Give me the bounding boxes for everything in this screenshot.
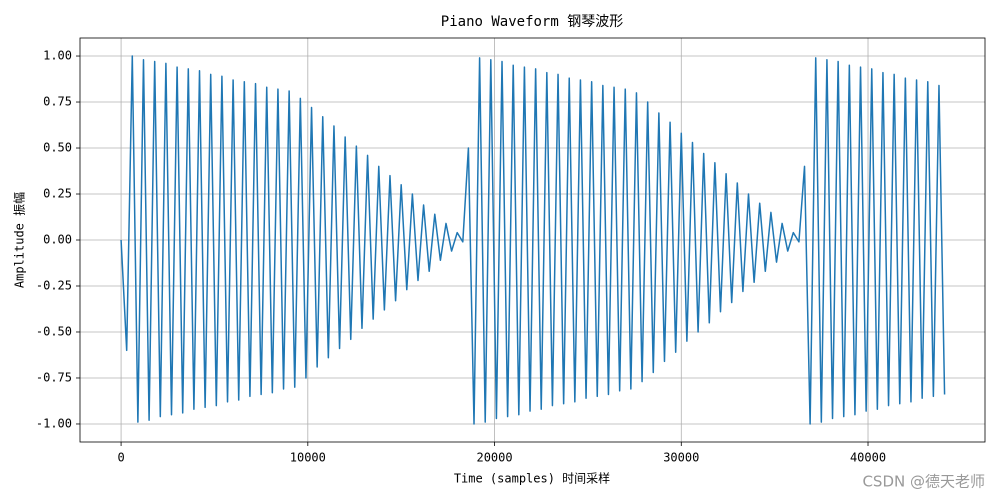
x-tick-label: 0 (117, 451, 124, 465)
y-tick-label: 0.50 (43, 141, 72, 155)
y-tick-label: 0.00 (43, 233, 72, 247)
x-tick-label: 20000 (476, 451, 512, 465)
watermark: CSDN @德天老师 (862, 473, 985, 491)
x-tick-label: 10000 (290, 451, 326, 465)
y-tick-label: 1.00 (43, 49, 72, 63)
x-axis-label: Time (samples) 时间采样 (454, 471, 610, 486)
y-axis-label: Amplitude 振幅 (12, 192, 27, 288)
y-tick-label: -0.50 (36, 324, 72, 338)
x-tick-label: 30000 (663, 451, 699, 465)
y-tick-label: -0.75 (36, 370, 72, 384)
y-tick-label: 0.75 (43, 95, 72, 109)
plot (120, 55, 946, 425)
y-tick-label: 0.25 (43, 187, 72, 201)
chart-title: Piano Waveform 钢琴波形 (441, 14, 623, 30)
y-tick-label: -1.00 (36, 416, 72, 430)
waveform-line (120, 55, 946, 425)
y-tick-label: -0.25 (36, 278, 72, 292)
ticks: 0 10000 20000 30000 40000 -1.00 -0.75 -0.50 -0.2… (36, 49, 886, 465)
x-tick-label: 40000 (850, 451, 886, 465)
